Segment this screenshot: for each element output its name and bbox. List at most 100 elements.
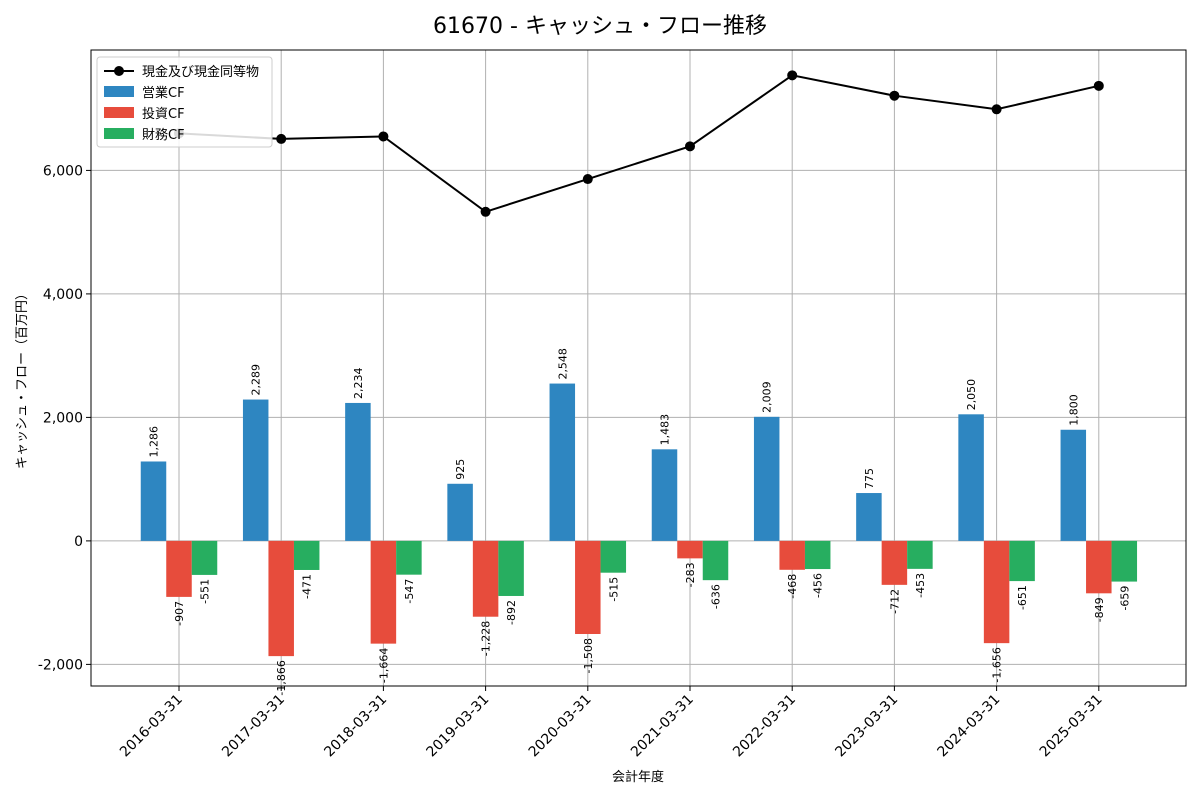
bar-financing	[600, 540, 627, 573]
bar-investing	[677, 540, 703, 559]
legend-box	[96, 56, 273, 148]
cash-point	[480, 206, 491, 217]
x-tick-label: 2021-03-31	[628, 692, 697, 761]
data-label: 2,009	[761, 381, 774, 413]
bars-layer: 1,286 2,289 2,234 925 2,548 1,483 2,009 775 2,05…	[140, 348, 1138, 696]
legend-label: 営業CF	[142, 85, 185, 101]
cash-line	[178, 74, 1100, 213]
data-label: -551	[199, 579, 212, 604]
data-label: -283	[684, 562, 697, 587]
legend-swatch	[104, 86, 134, 97]
bar-operating	[651, 449, 678, 541]
data-label: 1,286	[148, 426, 161, 458]
legend-label: 投資CF	[142, 106, 185, 122]
data-label: -1,228	[480, 621, 493, 656]
data-label: 2,548	[556, 348, 569, 380]
x-tick-label: 2017-03-31	[219, 692, 288, 761]
bar-operating	[242, 399, 269, 541]
y-axis-label: キャッシュ・フロー（百万円）	[15, 287, 30, 469]
data-label: -659	[1118, 586, 1131, 611]
data-label: -471	[301, 574, 314, 599]
data-label: 1,800	[1067, 394, 1080, 426]
data-label: -547	[403, 579, 416, 604]
x-tick-label: 2019-03-31	[424, 692, 493, 761]
y-tick-label: 0	[74, 534, 83, 550]
bar-investing	[472, 540, 499, 617]
line-layer	[174, 70, 1104, 217]
y-tick-label: -2,000	[38, 657, 83, 673]
x-tick-label: 2018-03-31	[321, 692, 390, 761]
bar-financing	[702, 540, 729, 581]
data-label: -849	[1093, 597, 1106, 622]
data-label: -515	[607, 577, 620, 602]
bar-financing	[907, 540, 933, 569]
data-label: -907	[173, 601, 186, 626]
bar-operating	[753, 416, 780, 541]
cash-point	[787, 70, 798, 81]
bar-investing	[1086, 540, 1112, 594]
x-tick-label: 2023-03-31	[832, 692, 901, 761]
x-axis: 2016-03-31 2017-03-31 2018-03-31 2019-03-31…	[117, 686, 1106, 760]
cash-point	[1093, 80, 1104, 91]
bar-operating	[345, 402, 371, 541]
chart-title: 61670 - キャッシュ・フロー推移	[433, 14, 767, 39]
y-tick-label: 6,000	[43, 163, 83, 179]
x-tick-label: 2016-03-31	[117, 692, 186, 761]
data-label: 2,050	[965, 379, 978, 411]
bar-investing	[166, 540, 192, 597]
data-label: -1,664	[377, 648, 390, 683]
data-label: 2,289	[250, 364, 263, 396]
cash-point	[889, 90, 900, 101]
data-label: 925	[454, 459, 467, 480]
bar-operating	[549, 383, 576, 541]
data-label: 2,234	[352, 367, 365, 399]
cash-point	[378, 131, 389, 142]
bar-financing	[191, 540, 218, 575]
legend-swatch	[104, 107, 134, 118]
data-label: -1,656	[991, 647, 1004, 682]
plot-frame	[90, 49, 1187, 687]
bar-operating	[1060, 429, 1087, 541]
x-tick-label: 2022-03-31	[730, 692, 799, 761]
bar-financing	[1009, 540, 1035, 582]
bar-operating	[958, 414, 984, 541]
bar-operating	[856, 493, 882, 541]
bar-financing	[1111, 540, 1138, 582]
data-label: 1,483	[659, 414, 672, 446]
x-tick-label: 2025-03-31	[1037, 692, 1106, 761]
cash-point	[685, 141, 695, 152]
data-label: -892	[505, 600, 518, 625]
data-label: -1,866	[275, 660, 288, 695]
data-label: 775	[863, 468, 876, 489]
bar-operating	[140, 461, 167, 541]
legend-marker	[114, 66, 124, 76]
data-label: -456	[812, 573, 825, 598]
y-tick-label: 4,000	[43, 287, 83, 303]
bar-financing	[498, 540, 524, 596]
bar-investing	[983, 540, 1010, 644]
bar-financing	[804, 540, 831, 570]
cash-point	[991, 104, 1002, 115]
bar-investing	[881, 540, 908, 585]
y-tick-label: 2,000	[43, 410, 83, 426]
legend-label: 現金及び現金同等物	[142, 64, 259, 80]
bar-investing	[779, 540, 805, 570]
x-tick-label: 2020-03-31	[526, 692, 595, 761]
bar-investing	[575, 540, 601, 635]
cash-point	[582, 174, 593, 185]
bar-investing	[268, 540, 294, 657]
cash-point	[276, 133, 287, 144]
data-label: -468	[786, 574, 799, 599]
bar-operating	[447, 483, 473, 541]
x-axis-label: 会計年度	[612, 769, 664, 785]
bar-financing	[396, 540, 422, 575]
data-label: -712	[888, 589, 901, 614]
x-tick-label: 2024-03-31	[935, 692, 1004, 761]
y-axis: -2,000 0 2,000 4,000 6,000	[38, 163, 91, 673]
data-label: -453	[914, 573, 927, 598]
bar-investing	[370, 540, 397, 644]
legend-label: 財務CF	[142, 128, 185, 143]
data-label: -636	[710, 584, 723, 609]
